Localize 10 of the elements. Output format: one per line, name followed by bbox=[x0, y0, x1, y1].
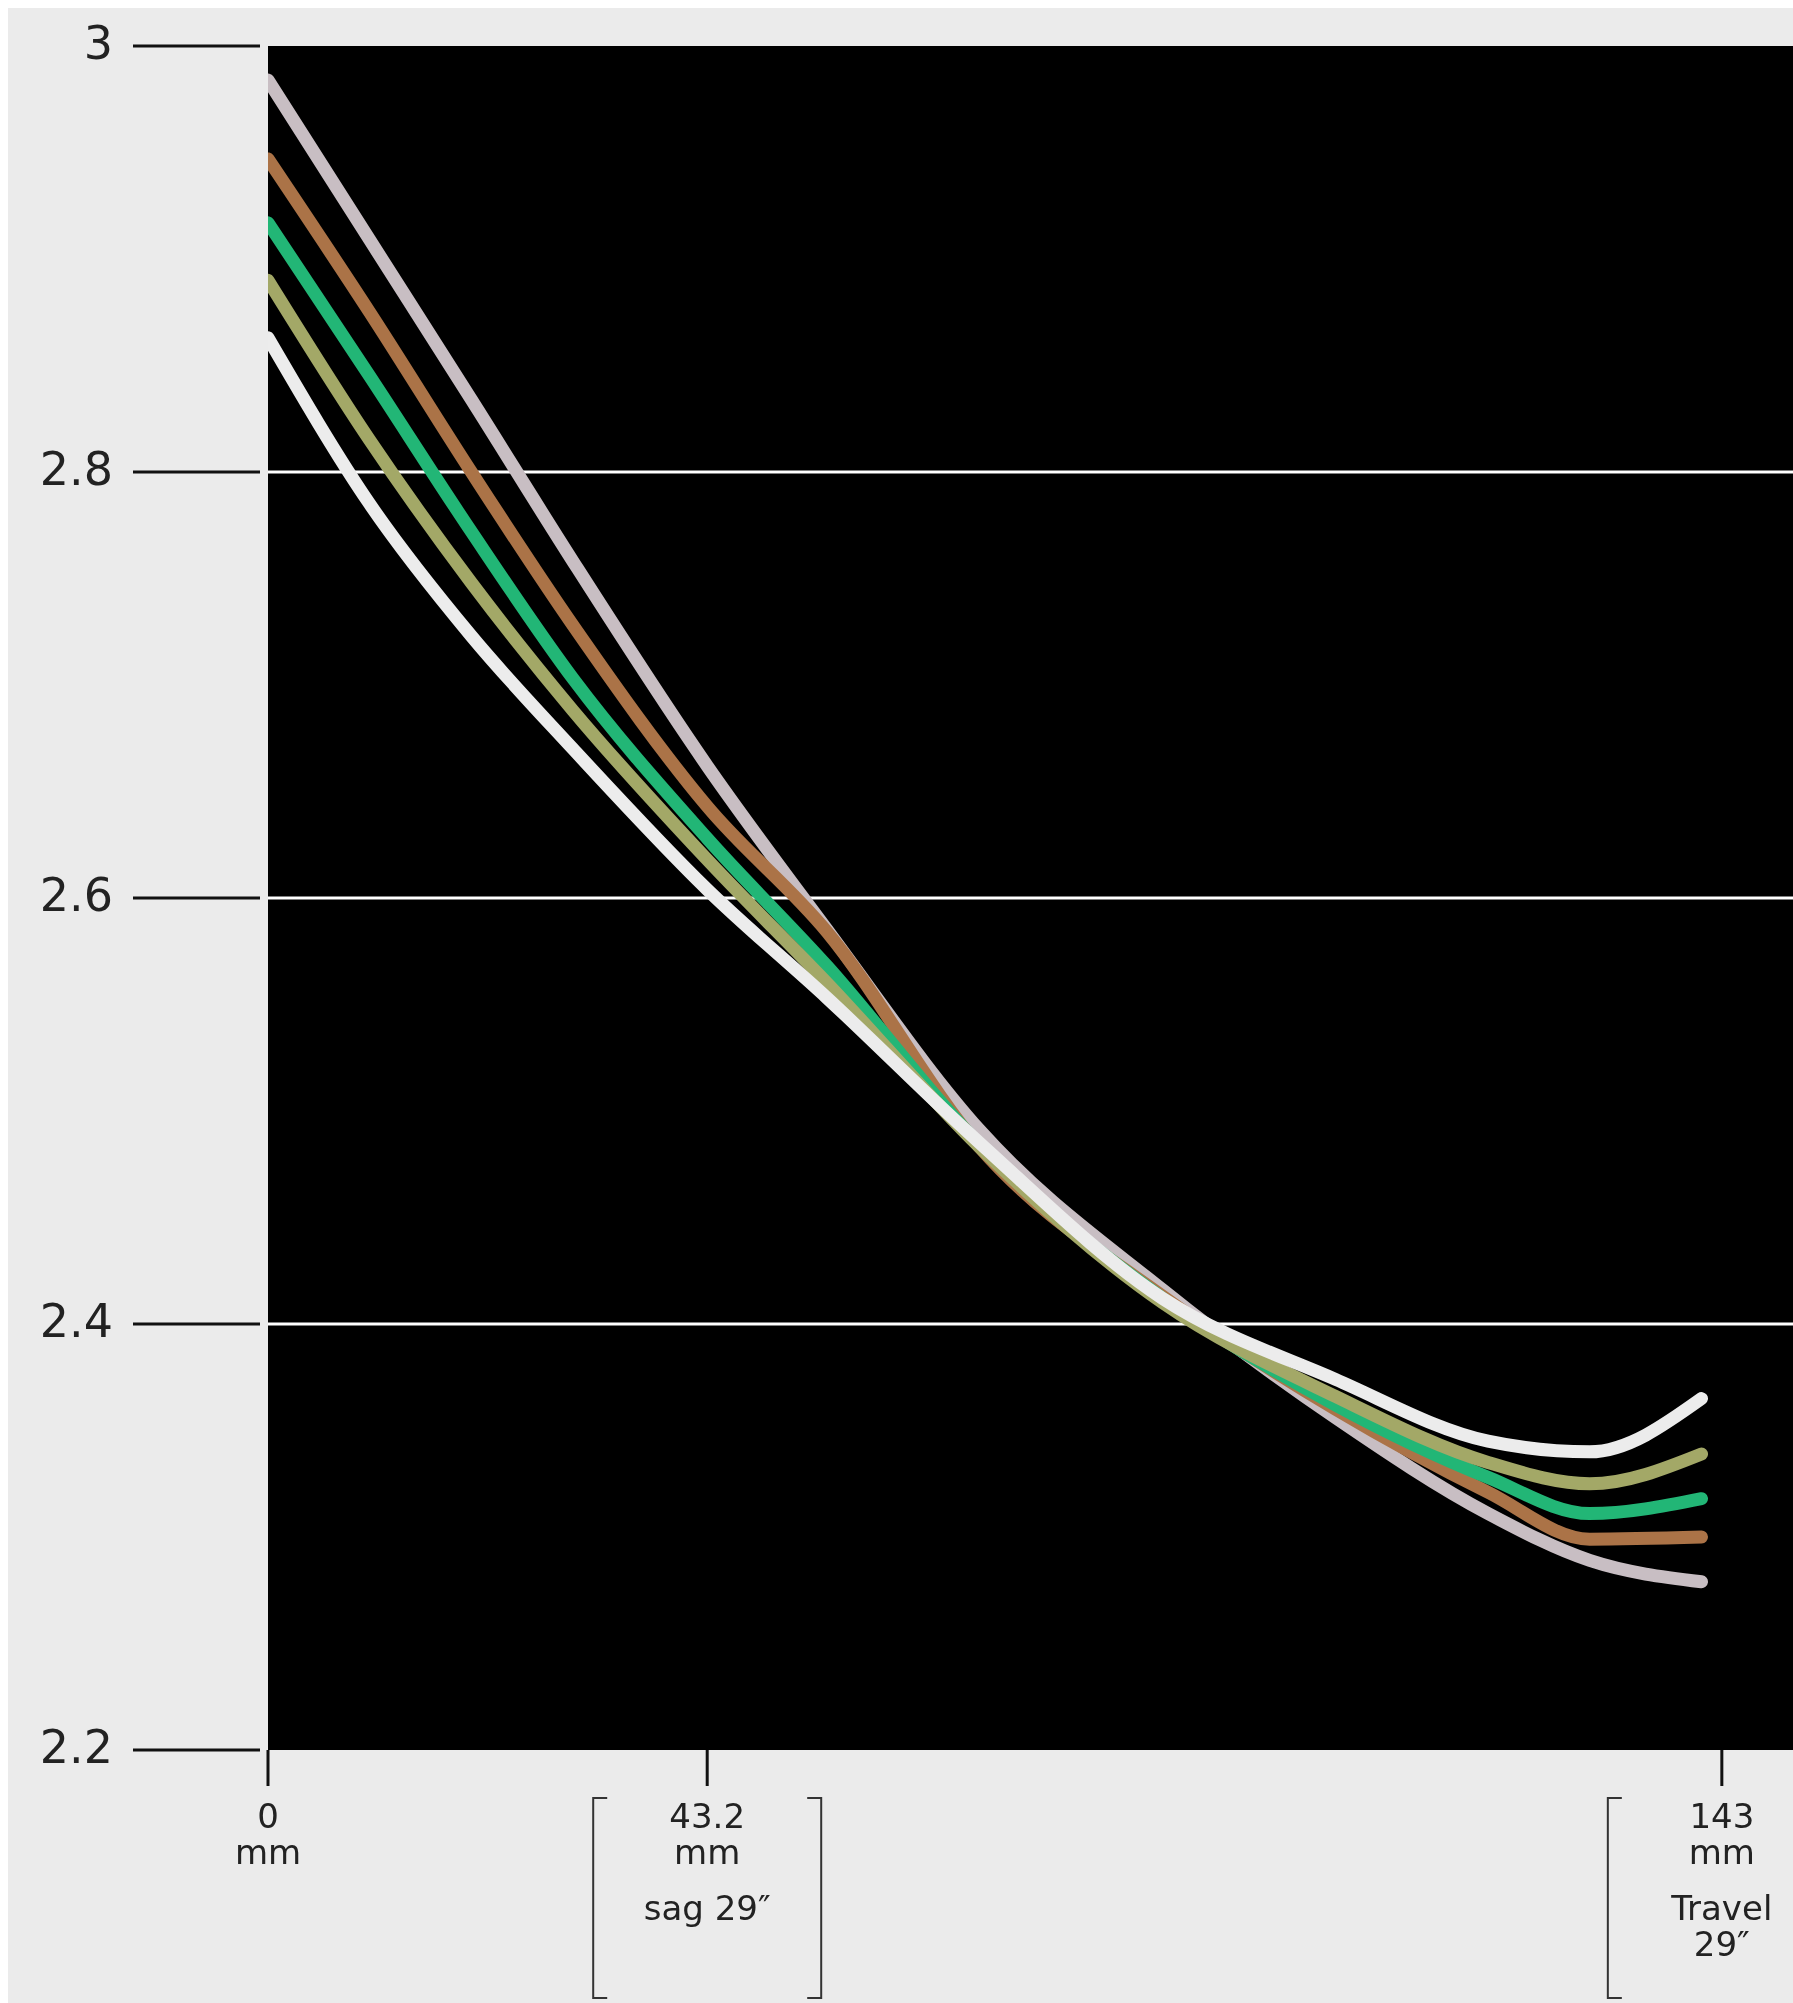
x-tick-label: 43.2 mm bbox=[669, 1796, 746, 1872]
x-tick-label: 0 mm bbox=[234, 1796, 302, 1872]
y-tick-label: 2.8 bbox=[39, 441, 113, 496]
y-tick-label: 2.4 bbox=[39, 1293, 113, 1348]
y-tick-label: 3 bbox=[83, 15, 113, 70]
y-tick-label: 2.6 bbox=[39, 867, 113, 922]
text: Travel 29″ bbox=[1670, 1888, 1773, 1964]
text: sag 29″ bbox=[643, 1888, 771, 1928]
y-tick-label: 2.2 bbox=[39, 1719, 113, 1774]
x-tick-label: 143 mm bbox=[1688, 1796, 1755, 1872]
